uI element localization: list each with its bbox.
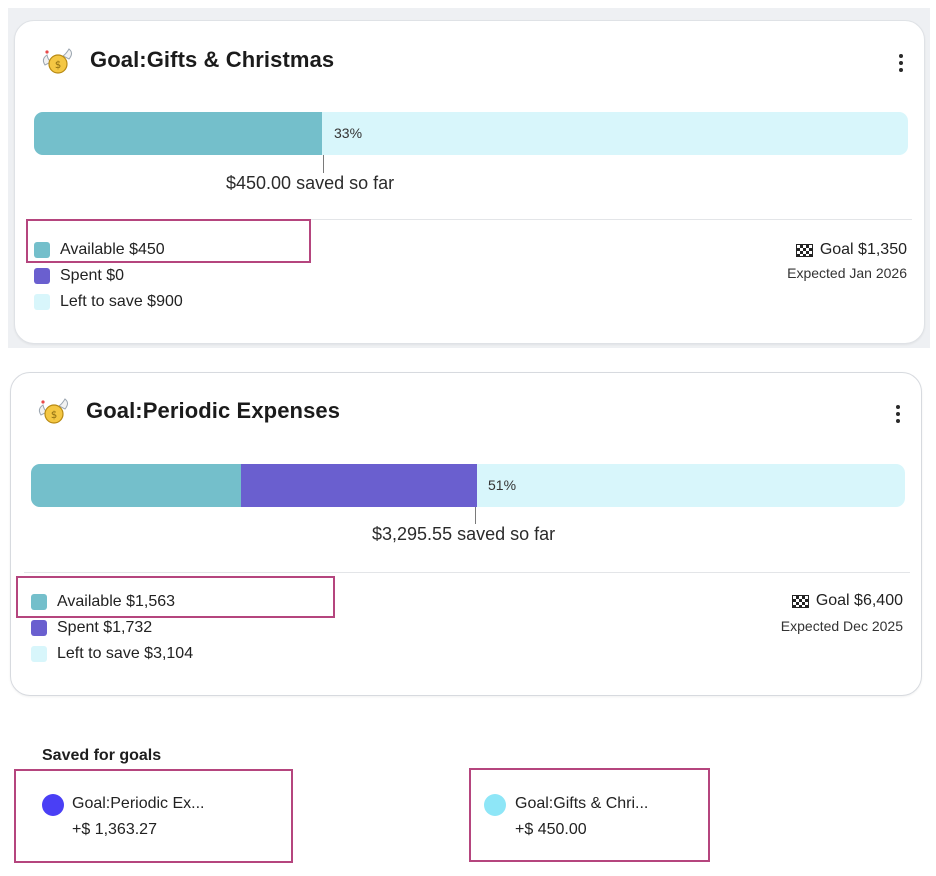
goal-target-label: Goal $6,400 [815,592,903,609]
svg-text:$: $ [51,410,57,421]
saved-goal-name: Goal:Gifts & Chri... [515,795,649,812]
progress-tick [475,507,476,524]
goal-progress-bar [31,464,905,507]
kebab-menu-icon[interactable] [897,54,905,72]
progress-tick [323,155,324,173]
left-to-save-swatch [34,294,50,310]
spent-swatch [34,268,50,284]
legend-left-label: Left to save $900 [60,293,183,310]
saved-for-goals-heading: Saved for goals [42,747,162,764]
goal-target-label: Goal $1,350 [819,241,907,258]
goal-target: Goal $6,400 [791,592,903,610]
saved-goal-name: Goal:Periodic Ex... [72,795,205,812]
goal-progress-bar [34,112,908,155]
legend-spent-label: Spent $0 [60,267,125,284]
legend-available-label: Available $1,563 [57,593,176,610]
legend-available: Available $450 [34,241,165,259]
available-swatch [31,594,47,610]
goal-title: Goal:Gifts & Christmas [90,47,335,72]
left-to-save-swatch [31,646,47,662]
checkered-flag-icon [791,594,809,608]
highlight-box-available-periodic [16,576,335,618]
goal-card-gifts-christmas[interactable]: $ Goal:Gifts & Christmas 33% $450.00 sav… [14,20,925,344]
legend-available-label: Available $450 [60,241,165,258]
legend-spent: Spent $1,732 [31,619,152,637]
highlight-box-available-gifts [26,219,311,263]
saved-so-far-text: $3,295.55 saved so far [372,524,556,544]
legend-available: Available $1,563 [31,593,175,611]
goal-color-dot [42,794,64,816]
card-divider [27,219,912,220]
spent-swatch [31,620,47,636]
legend-left-to-save: Left to save $3,104 [31,645,193,663]
saved-goal-amount: +$ 1,363.27 [72,821,157,838]
progress-spent-segment [240,464,477,507]
money-bag-wings-icon: $ [38,398,68,424]
legend-left-to-save: Left to save $900 [34,293,183,311]
goal-card-periodic-expenses[interactable]: $ Goal:Periodic Expenses 51% $3,295.55 s… [10,372,922,696]
money-bag-wings-icon: $ [42,48,72,74]
legend-spent-label: Spent $1,732 [57,619,153,636]
card-divider [24,572,910,573]
checkered-flag-icon [795,243,813,257]
progress-percent-label: 33% [334,125,363,141]
expected-date: Expected Dec 2025 [780,618,903,634]
saved-goal-amount: +$ 450.00 [515,821,587,838]
goal-title: Goal:Periodic Expenses [86,398,341,423]
expected-date: Expected Jan 2026 [787,265,907,281]
legend-left-label: Left to save $3,104 [57,645,194,662]
legend-spent: Spent $0 [34,267,124,285]
highlight-box-saved-periodic [14,769,293,863]
progress-available-segment [34,112,323,155]
goal-target: Goal $1,350 [795,241,907,259]
available-swatch [34,242,50,258]
goal-color-dot [484,794,506,816]
saved-so-far-text: $450.00 saved so far [226,173,395,193]
highlight-box-saved-gifts [469,768,710,862]
kebab-menu-icon[interactable] [894,405,902,423]
svg-text:$: $ [55,60,61,71]
progress-percent-label: 51% [488,477,517,493]
progress-available-segment [31,464,241,507]
